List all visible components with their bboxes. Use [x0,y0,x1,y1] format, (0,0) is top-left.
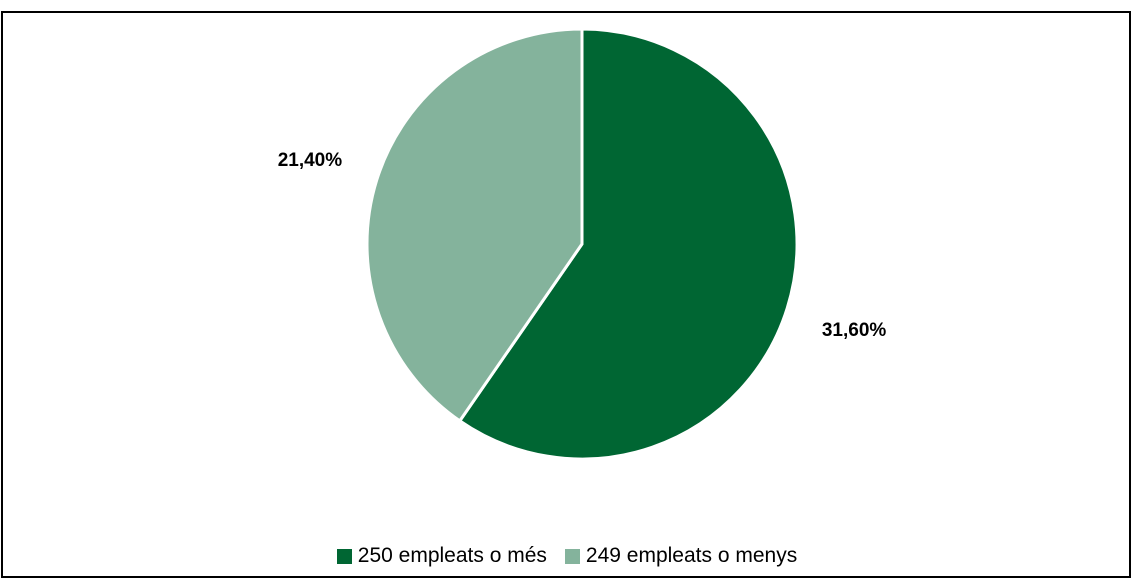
pie-slice-249-or-less [365,27,584,423]
data-label-250-plus: 31,60% [822,320,887,341]
legend-item-249-or-less: 249 empleats o menys [564,544,798,568]
data-label-249-or-less: 21,40% [278,150,343,171]
pie-slices [365,27,799,461]
legend-swatch-249-or-less [564,548,580,564]
legend-label-250-plus: 250 empleats o més [357,544,547,567]
legend: 250 empleats o més 249 empleats o menys [0,541,1134,571]
pie-slice-250-plus [458,27,799,461]
legend-label-249-or-less: 249 empleats o menys [585,544,798,567]
legend-swatch-250-plus [336,548,352,564]
legend-item-250-plus: 250 empleats o més [336,544,547,568]
